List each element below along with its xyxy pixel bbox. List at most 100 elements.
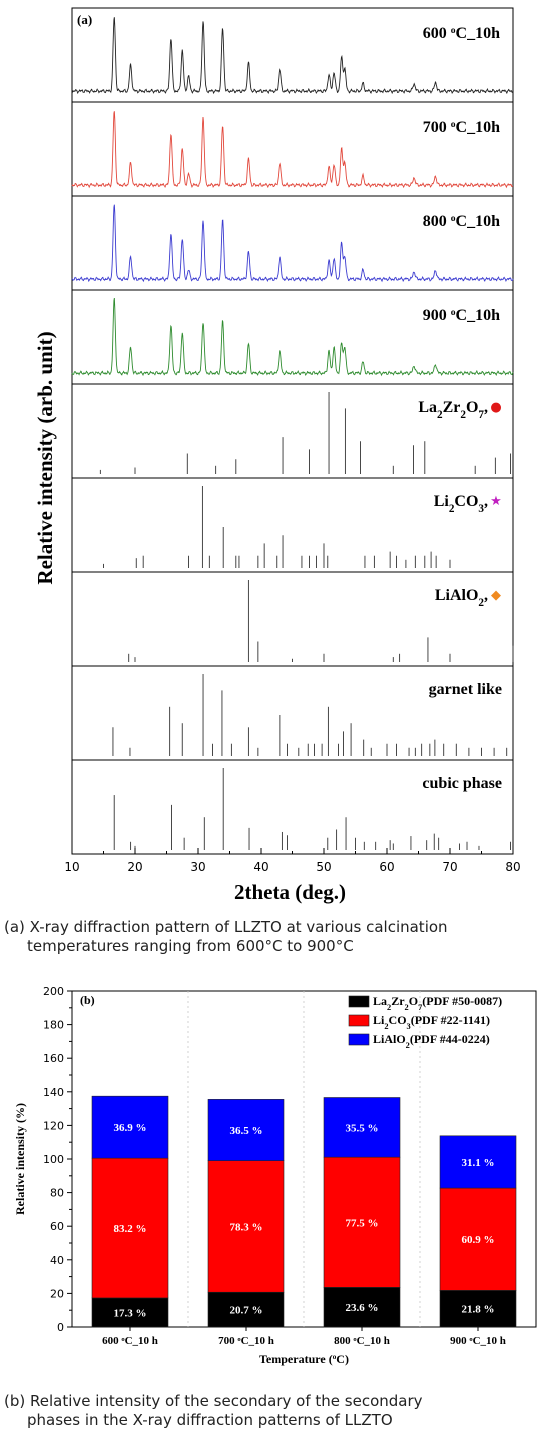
bar-stack-900-c-10-h: 21.8 % 60.9 % 31.1 % (439, 1135, 517, 1328)
xrd-panel-lialo2: LiAlO2, ◆ (71, 571, 514, 667)
bar-axes: 0 20 40 60 80 100 120 140 160 180 200 600 oC_10 h 70… (43, 985, 506, 1347)
xrd-panel-la2zr2o7: La2Zr2O7, ● (71, 383, 514, 479)
caption-b-line-1: (b) Relative intensity of the secondary … (4, 1392, 423, 1410)
bar-stack-600-c-10-h: 17.3 % 83.2 % 36.9 % (91, 1095, 169, 1328)
reference-label: Li2CO3, (434, 493, 488, 515)
y-axis-title-a: Relative intensity (arb. unit) (33, 331, 57, 584)
caption-a: (a) X-ray diffraction pattern of LLZTO a… (4, 918, 544, 956)
bar-stack-800-c-10-h: 23.6 % 77.5 % 35.5 % (323, 1097, 401, 1328)
bar-segment-lialo2 (91, 1095, 169, 1159)
y-tick-label: 120 (43, 1119, 64, 1132)
bar-segment-li2co3 (207, 1160, 285, 1293)
bar-data-label: 21.8 % (462, 1304, 495, 1316)
panel-frame (71, 7, 514, 103)
bar-segment-la2zr2o7 (323, 1287, 401, 1328)
x-axis-title-a: 2theta (deg.) (234, 880, 346, 904)
xrd-panel-cubic-phase: cubic phase (71, 759, 514, 855)
reference-label: LiAlO2, (435, 587, 488, 609)
x-category-label: 900 oC_10 h (450, 1335, 506, 1347)
caption-a-line-1: (a) X-ray diffraction pattern of LLZTO a… (4, 918, 448, 936)
bar-data-label: 36.9 % (114, 1122, 147, 1134)
xrd-panel-900-c-10h: 900 oC_10h (71, 289, 514, 385)
y-tick-label: 140 (43, 1086, 64, 1099)
bar-segment-lialo2 (439, 1135, 517, 1189)
xrd-panel-700-c-10h: 700 oC_10h (71, 101, 514, 197)
bar-data-label: 77.5 % (346, 1217, 379, 1229)
y-tick-label: 160 (43, 1052, 64, 1065)
x-category-label: 600 oC_10 h (102, 1335, 158, 1347)
bar-legend: La2Zr2O7(PDF #50-0087)Li2CO3(PDF #22-114… (348, 994, 502, 1050)
x-tick-label: 30 (190, 860, 205, 874)
panel-letter-a: (a) (77, 12, 92, 27)
y-tick-label: 80 (50, 1187, 64, 1200)
x-category-label: 800 oC_10 h (334, 1335, 390, 1347)
series-label: 900 oC_10h (423, 307, 500, 325)
xrd-panel-800-c-10h: 800 oC_10h (71, 195, 514, 291)
y-tick-label: 40 (50, 1254, 64, 1267)
caption-b-line-2: phases in the X-ray diffraction patterns… (27, 1411, 393, 1429)
panel-frame (71, 101, 514, 197)
xrd-figure: 600 oC_10h 700 oC_10h 800 oC_10h 900 oC_10h… (33, 7, 521, 904)
legend-swatch (348, 1014, 370, 1027)
xrd-trace-900-c-10h (71, 297, 514, 377)
x-tick-label: 70 (442, 860, 457, 874)
xrd-panels: 600 oC_10h 700 oC_10h 800 oC_10h 900 oC_10h… (71, 7, 514, 855)
legend-label-li2co3: Li2CO3(PDF #22-1141) (373, 1013, 490, 1031)
xrd-panel-600-c-10h: 600 oC_10h (71, 7, 514, 103)
xrd-trace-700-c-10h (71, 111, 514, 189)
y-tick-label: 100 (43, 1153, 64, 1166)
reference-marker-icon: ● (490, 400, 501, 415)
bar-segment-la2zr2o7 (207, 1291, 285, 1328)
legend-swatch (348, 1033, 370, 1046)
bar-gridlines (187, 991, 421, 1327)
bar-segment-li2co3 (91, 1157, 169, 1299)
bar-figure: 17.3 % 83.2 % 36.9 % 20.7 % 78.3 % 36.5 % 23.6… (13, 985, 537, 1366)
legend-label-lialo2: LiAlO2(PDF #44-0224) (373, 1032, 490, 1050)
bar-series: 17.3 % 83.2 % 36.9 % 20.7 % 78.3 % 36.5 % 23.6… (91, 1095, 517, 1328)
bar-segment-li2co3 (323, 1156, 401, 1288)
bar-data-label: 20.7 % (230, 1305, 263, 1317)
y-axis-title-b: Relative intensity (%) (13, 1103, 27, 1215)
bar-data-label: 36.5 % (230, 1125, 263, 1137)
x-tick-label: 60 (379, 860, 394, 874)
bar-segment-lialo2 (323, 1097, 401, 1158)
x-axis-title-b: Temperature (oC) (259, 1352, 349, 1366)
panel-letter-b: (b) (80, 993, 95, 1007)
xrd-trace-800-c-10h (71, 204, 514, 283)
panel-frame (71, 195, 514, 291)
caption-b: (b) Relative intensity of the secondary … (4, 1392, 544, 1430)
x-tick-label: 50 (316, 860, 331, 874)
bar-segment-li2co3 (439, 1187, 517, 1291)
xrd-x-axis: 10 20 30 40 50 60 70 80 (64, 848, 521, 874)
legend-label-la2zr2o7: La2Zr2O7(PDF #50-0087) (373, 994, 502, 1012)
xrd-panel-li2co3: Li2CO3, ★ (71, 477, 514, 573)
y-tick-label: 200 (43, 985, 64, 998)
reference-marker-icon: ◆ (491, 588, 501, 603)
reference-marker-icon: ★ (490, 494, 502, 509)
series-label: 800 oC_10h (423, 213, 500, 231)
x-tick-label: 40 (253, 860, 268, 874)
x-category-label: 700 oC_10 h (218, 1335, 274, 1347)
legend-swatch (348, 995, 370, 1008)
bar-data-label: 78.3 % (230, 1221, 263, 1233)
bar-stack-700-c-10-h: 20.7 % 78.3 % 36.5 % (207, 1099, 285, 1328)
caption-a-line-2: temperatures ranging from 600°C to 900°C (27, 937, 354, 955)
bar-data-label: 60.9 % (462, 1234, 495, 1246)
reference-label: cubic phase (422, 775, 502, 792)
x-tick-label: 20 (127, 860, 142, 874)
xrd-trace-600-c-10h (71, 17, 514, 95)
xrd-panel-garnet-like: garnet like (71, 665, 514, 761)
y-tick-label: 0 (57, 1321, 64, 1334)
panel-frame (71, 289, 514, 385)
x-tick-label: 80 (505, 860, 520, 874)
reference-label: La2Zr2O7, (418, 399, 488, 421)
bar-data-label: 31.1 % (462, 1157, 495, 1169)
y-tick-label: 20 (50, 1287, 64, 1300)
reference-label: garnet like (429, 681, 502, 698)
bar-segment-lialo2 (207, 1099, 285, 1161)
bar-data-label: 17.3 % (114, 1307, 147, 1319)
bar-data-label: 83.2 % (114, 1223, 147, 1235)
series-label: 700 oC_10h (423, 119, 500, 137)
bar-segment-la2zr2o7 (439, 1290, 517, 1328)
bar-data-label: 35.5 % (346, 1122, 379, 1134)
